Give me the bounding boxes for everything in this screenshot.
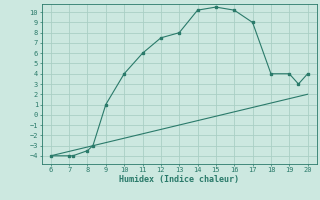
X-axis label: Humidex (Indice chaleur): Humidex (Indice chaleur) [119, 175, 239, 184]
